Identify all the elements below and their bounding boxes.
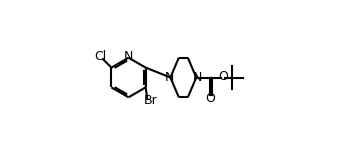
Text: Br: Br bbox=[144, 94, 157, 107]
Text: O: O bbox=[205, 92, 215, 105]
Text: O: O bbox=[218, 70, 228, 83]
Text: N: N bbox=[164, 71, 174, 84]
Text: N: N bbox=[124, 50, 133, 63]
Text: N: N bbox=[193, 71, 202, 84]
Text: Cl: Cl bbox=[94, 50, 106, 63]
